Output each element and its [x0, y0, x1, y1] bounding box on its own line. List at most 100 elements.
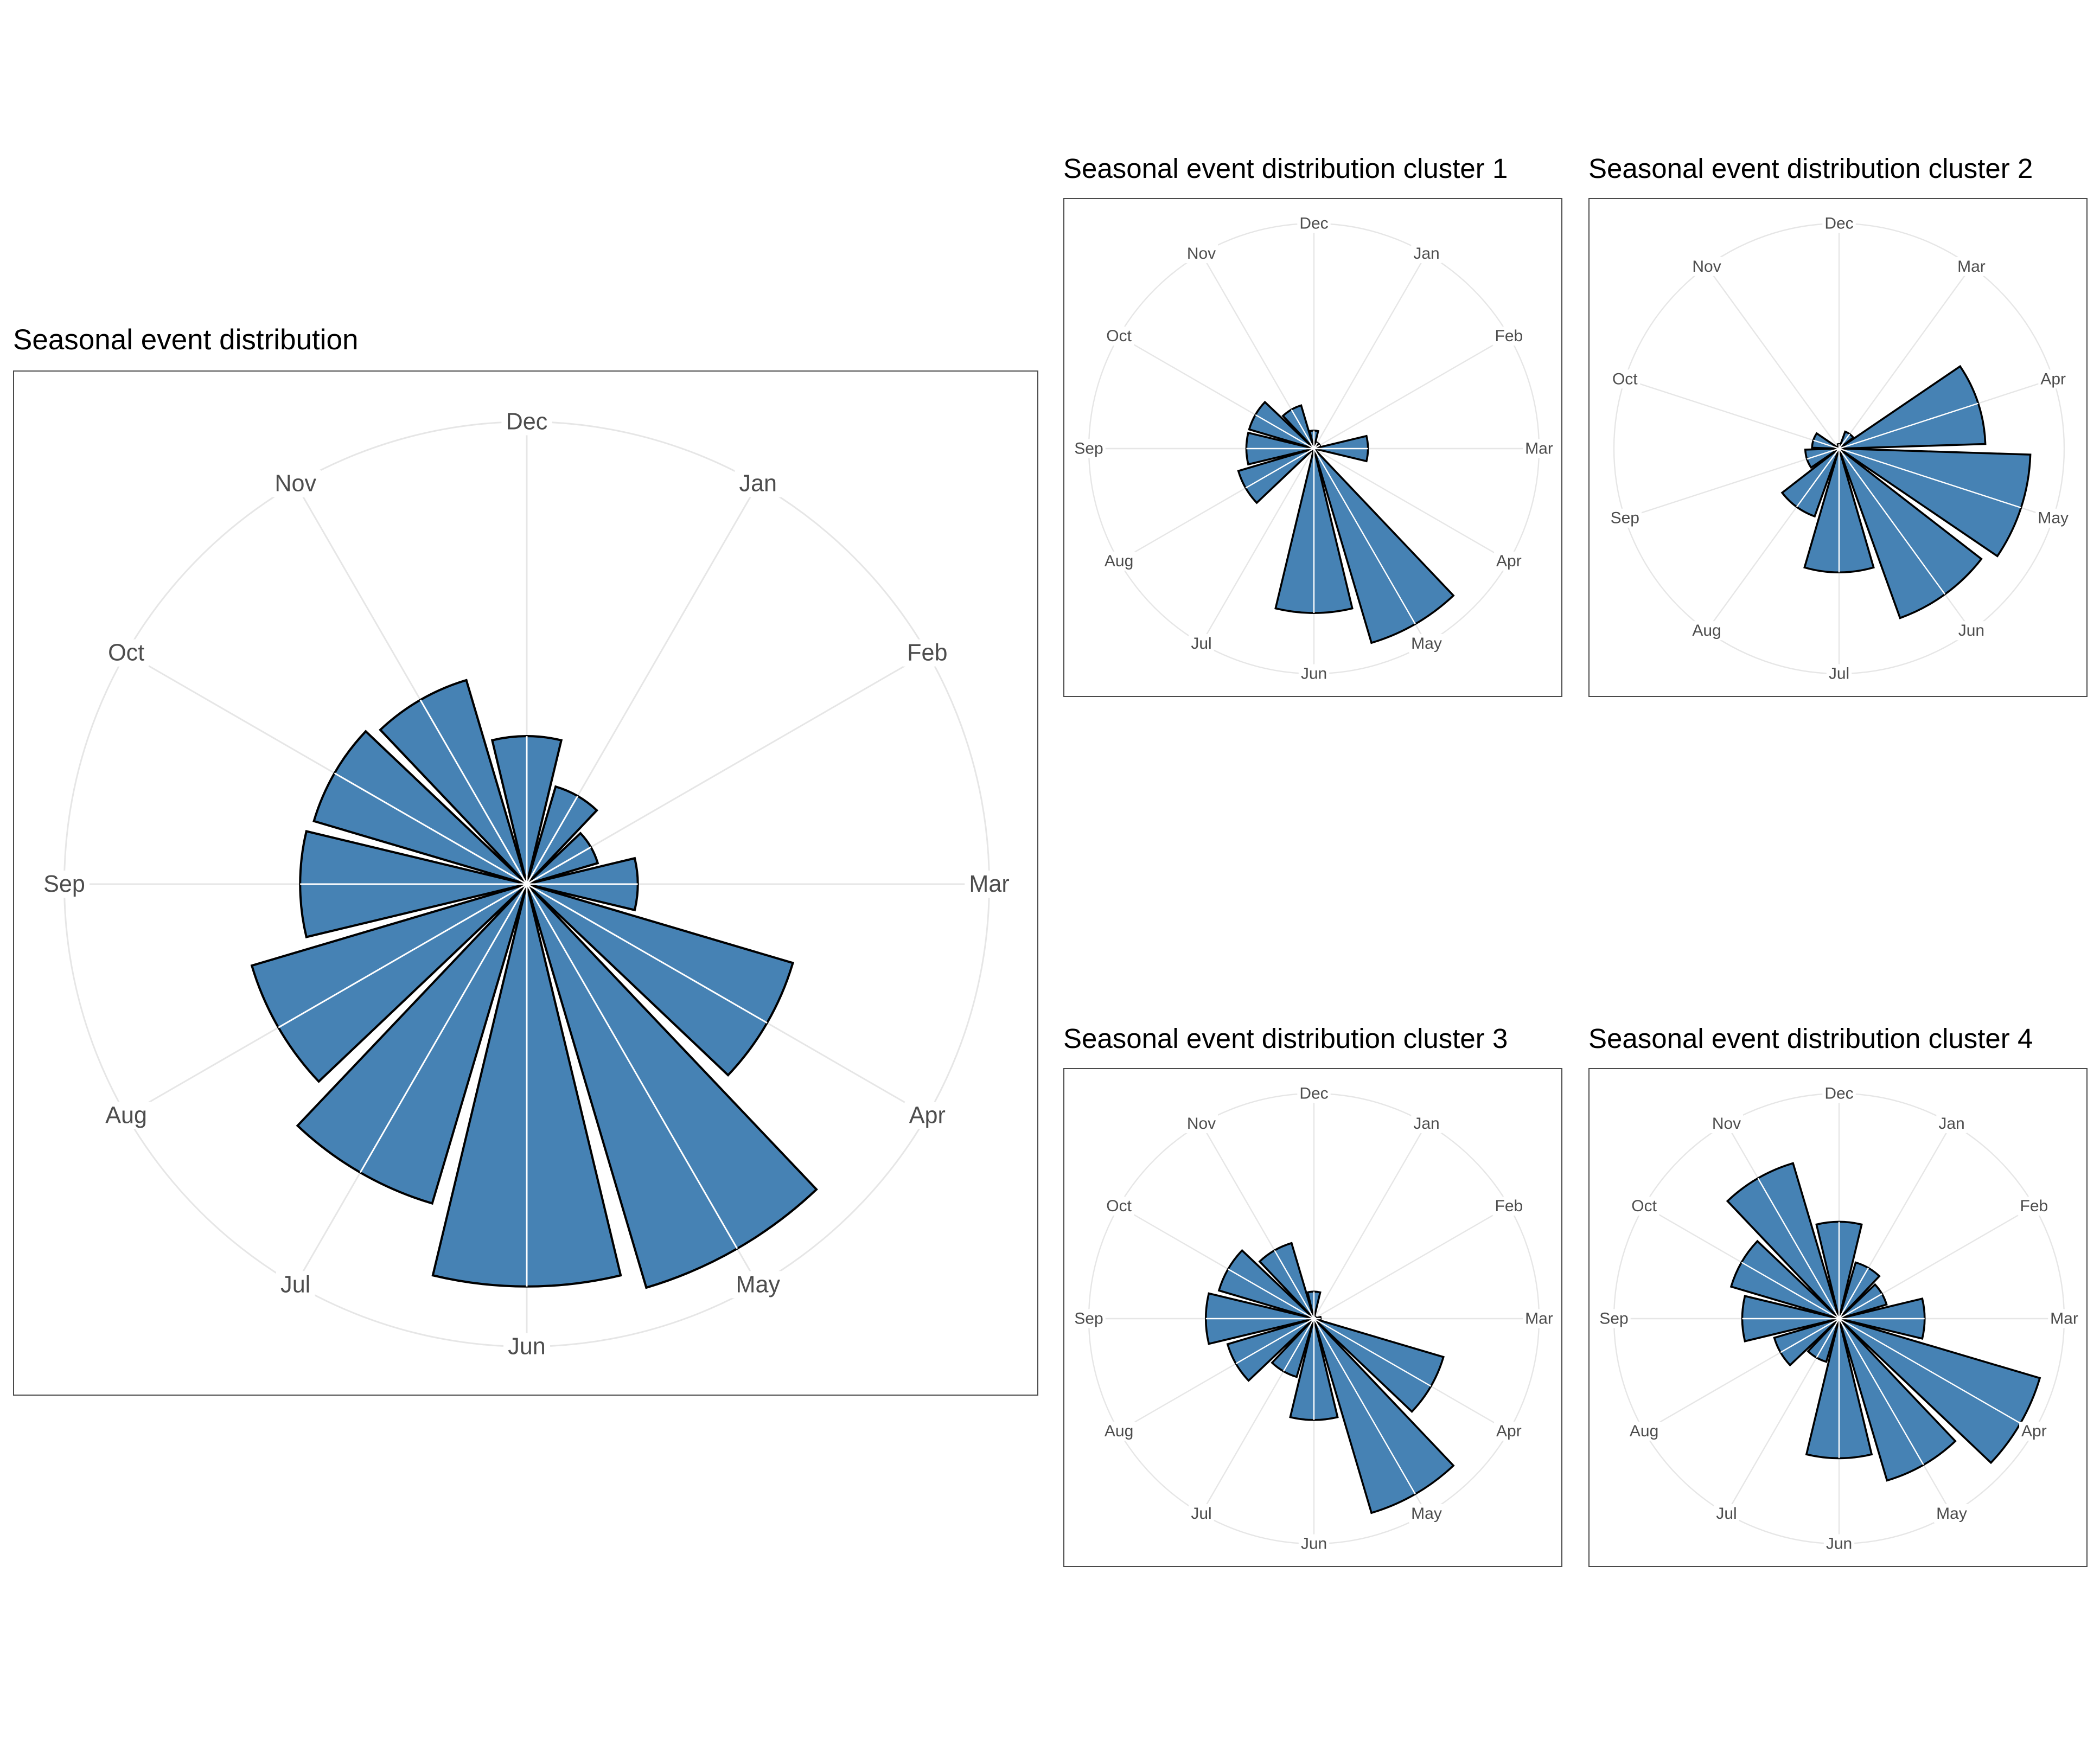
- bar-spoke-jun: [1839, 448, 1946, 595]
- tick-label-bg: [1709, 1114, 1744, 1134]
- tick-label-bg: [1104, 327, 1134, 346]
- tick-label-may: May: [1411, 635, 1442, 653]
- tick-label-bg: [1523, 1309, 1555, 1328]
- tick-label-bg: [276, 1271, 315, 1299]
- bar-spoke-may: [526, 884, 738, 1249]
- tick-label-bg: [1597, 1309, 1631, 1328]
- tick-label-apr: Apr: [1496, 552, 1522, 570]
- bar-spoke-aug: [1245, 447, 1314, 489]
- tick-label-bg: [1411, 244, 1442, 264]
- tick-label-bg: [1690, 257, 1724, 276]
- bar-spoke-jan: [526, 795, 579, 885]
- tick-label-mar: Mar: [1525, 1310, 1553, 1328]
- tick-label-bg: [1523, 439, 1555, 458]
- tick-label-bg: [731, 1271, 785, 1299]
- tick-label-mar: Mar: [969, 871, 1009, 897]
- chart-title: Seasonal event distribution cluster 4: [1588, 1023, 2033, 1054]
- tick-label-dec: Dec: [1299, 215, 1328, 233]
- tick-label-bg: [1298, 1534, 1330, 1553]
- tick-label-feb: Feb: [1495, 327, 1523, 345]
- plot-area: Dec Jan Feb Mar Apr May Jun Jul Aug Sep Oct Nov: [1063, 1068, 1562, 1567]
- tick-label-bg: [1955, 257, 1988, 276]
- bar-jan: [526, 785, 598, 885]
- tick-label-may: May: [1411, 1505, 1442, 1523]
- tick-label-bg: [1189, 1504, 1214, 1523]
- grid-spoke: [1313, 253, 1427, 449]
- tick-label-jan: Jan: [1413, 245, 1439, 263]
- bars: [1726, 1162, 2041, 1482]
- bar-spoke-apr: [526, 883, 768, 1024]
- tick-label-may: May: [2038, 509, 2069, 527]
- tick-label-jul: Jul: [1716, 1505, 1737, 1523]
- bar-spoke-may: [1838, 1318, 1924, 1466]
- tick-label-bg: [1184, 1114, 1218, 1134]
- bar-spoke-jul: [1282, 1318, 1315, 1372]
- grid-spoke: [1624, 378, 1840, 450]
- tick-label-bg: [1936, 1114, 1967, 1134]
- tick-label-jul: Jul: [280, 1271, 310, 1297]
- bar-apr: [1835, 365, 1987, 450]
- tick-labels: Dec Jan Feb Mar Apr May Jun Jul Aug Sep Oct Nov: [1072, 1084, 1555, 1553]
- bar-spoke-oct: [1255, 414, 1314, 450]
- tick-label-bg: [1690, 621, 1724, 641]
- bar-spoke-nov: [1291, 409, 1315, 449]
- tick-label-bg: [1826, 664, 1852, 683]
- tick-label-nov: Nov: [1692, 258, 1721, 276]
- bar-spoke-feb: [1839, 1293, 1882, 1320]
- bar-feb: [1838, 1283, 1888, 1320]
- tick-label-bg: [1627, 1422, 1661, 1441]
- plot-area: Dec Mar Apr May Jun Jul Aug Sep Oct Nov: [1588, 198, 2088, 697]
- tick-label-sep: Sep: [1074, 1310, 1103, 1328]
- bar-spoke-oct: [1813, 439, 1840, 450]
- tick-label-bg: [2018, 1197, 2051, 1216]
- tick-label-jul: Jul: [1829, 665, 1849, 683]
- bar-jan: [1838, 1261, 1881, 1320]
- tick-label-nov: Nov: [1712, 1115, 1741, 1133]
- bar-spokes: [1741, 1178, 2021, 1466]
- tick-label-bg: [501, 408, 552, 436]
- tick-labels: Dec Jan Feb Mar Apr May Jun Jul Aug Sep Oct Nov: [1597, 1084, 2080, 1553]
- plot-area: Dec Jan Feb Mar Apr May Jun Jul Aug Sep Oct Nov: [1063, 198, 1562, 697]
- bar-spoke-aug: [1796, 448, 1840, 508]
- tick-label-bg: [1492, 327, 1525, 346]
- bar-spoke-aug: [278, 883, 527, 1028]
- tick-label-bg: [1411, 1114, 1442, 1134]
- bar-spoke-feb: [526, 846, 591, 885]
- plot-area: Dec Jan Feb Mar Apr May Jun Jul Aug Sep Oct Nov: [1588, 1068, 2088, 1567]
- tick-label-bg: [1494, 1422, 1524, 1441]
- tick-label-bg: [270, 470, 321, 497]
- tick-label-oct: Oct: [1631, 1197, 1657, 1215]
- bar-spoke-may: [1313, 448, 1416, 625]
- tick-label-bg: [1492, 1197, 1525, 1216]
- tick-labels: Dec Jan Feb Mar Apr May Jun Jul Aug Sep Oct Nov: [1072, 214, 1555, 683]
- grid-spoke: [1624, 447, 1840, 519]
- tick-label-jul: Jul: [1191, 635, 1211, 653]
- tick-label-bg: [902, 639, 952, 667]
- bar-spoke-sep: [1807, 447, 1840, 460]
- bars: [1780, 365, 2032, 619]
- tick-labels: Dec Jan Feb Mar Apr May Jun Jul Aug Sep Oct Nov: [39, 408, 1014, 1360]
- tick-label-mar: Mar: [2050, 1310, 2078, 1328]
- tick-label-may: May: [1936, 1505, 1967, 1523]
- tick-label-nov: Nov: [1187, 1115, 1216, 1133]
- tick-label-jan: Jan: [739, 471, 777, 497]
- bar-spoke-may: [1839, 447, 2021, 509]
- tick-label-bg: [1297, 1084, 1331, 1103]
- tick-label-aug: Aug: [105, 1102, 147, 1128]
- tick-label-sep: Sep: [1074, 440, 1103, 458]
- grid-spoke: [1201, 448, 1315, 644]
- tick-label-bg: [1072, 439, 1106, 458]
- polar-bar-chart: Dec Mar Apr May Jun Jul Aug Sep Oct Nov: [1608, 214, 2071, 683]
- tick-label-oct: Oct: [1612, 370, 1638, 388]
- bar-spoke-jan: [1838, 1267, 1869, 1319]
- bar-spoke-nov: [1274, 1250, 1315, 1319]
- polar-bar-chart: Dec Jan Feb Mar Apr May Jun Jul Aug Sep Oct Nov: [39, 408, 1014, 1360]
- polar-bar-chart: Dec Jan Feb Mar Apr May Jun Jul Aug Sep Oct Nov: [1072, 1084, 1555, 1553]
- tick-labels: Dec Mar Apr May Jun Jul Aug Sep Oct Nov: [1608, 214, 2071, 683]
- bar-spoke-apr: [1313, 1318, 1432, 1387]
- tick-label-bg: [1409, 1504, 1444, 1523]
- tick-label-dec: Dec: [1824, 215, 1853, 233]
- tick-label-bg: [1823, 1534, 1855, 1553]
- tick-label-bg: [1409, 634, 1444, 653]
- plot-area: Dec Jan Feb Mar Apr May Jun Jul Aug Sep Oct Nov: [13, 370, 1038, 1396]
